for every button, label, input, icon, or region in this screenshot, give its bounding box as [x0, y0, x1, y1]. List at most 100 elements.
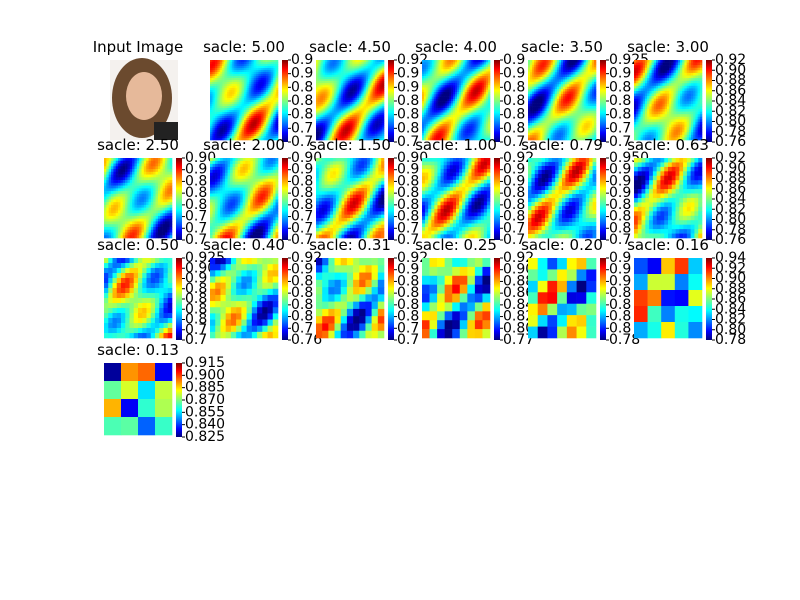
heat-cell	[351, 66, 354, 69]
heat-cell	[216, 138, 219, 141]
heat-cell	[364, 137, 367, 141]
heat-cell	[462, 92, 466, 95]
heat-cell	[333, 89, 336, 92]
heat-cell	[528, 81, 531, 85]
heat-cell	[445, 103, 448, 107]
heat-cell	[330, 102, 333, 105]
heat-cell	[560, 60, 564, 63]
heat-cell	[335, 60, 338, 63]
heat-cell	[240, 76, 243, 79]
heat-cell	[427, 94, 431, 97]
heat-cell	[369, 129, 372, 132]
heat-cell	[480, 126, 483, 129]
heat-cell	[443, 103, 446, 107]
heat-cell	[321, 83, 324, 86]
heat-cell	[221, 84, 224, 87]
heat-cell	[431, 89, 434, 93]
heat-cell	[362, 129, 365, 132]
heat-cell	[357, 127, 360, 130]
heat-cell	[348, 62, 351, 65]
heat-cell	[316, 102, 319, 105]
heat-cell	[474, 135, 477, 139]
heat-cell	[232, 80, 235, 83]
heat-cell	[371, 106, 374, 109]
heat-cell	[466, 110, 469, 113]
heat-cell	[220, 96, 223, 99]
heat-cell	[468, 128, 471, 132]
heat-cell	[223, 94, 226, 97]
heat-cell	[532, 89, 535, 92]
heat-cell	[245, 100, 248, 103]
heat-cell	[262, 130, 265, 133]
heat-cell	[321, 85, 324, 88]
heat-cell	[264, 134, 267, 137]
heat-cell	[210, 118, 212, 121]
heat-cell	[369, 95, 372, 99]
heat-cell	[316, 66, 319, 69]
heat-cell	[544, 89, 547, 92]
heat-cell	[462, 69, 466, 72]
heat-cell	[319, 121, 322, 124]
heat-cell	[255, 88, 258, 91]
heat-cell	[371, 135, 374, 139]
heat-cell	[433, 101, 436, 104]
heat-cell	[242, 84, 245, 87]
heat-cell	[462, 98, 466, 102]
heat-cell	[532, 132, 535, 136]
heat-cell	[439, 98, 442, 102]
heat-cell	[218, 82, 221, 85]
heat-cell	[324, 70, 328, 73]
heat-cell	[332, 83, 335, 86]
heat-cell	[439, 76, 442, 79]
heat-cell	[228, 134, 231, 137]
heat-cell	[211, 104, 214, 107]
heat-cell	[357, 114, 360, 118]
heat-cell	[269, 96, 272, 99]
heat-cell	[324, 106, 328, 109]
heat-cell	[232, 64, 235, 67]
heat-cell	[439, 130, 442, 134]
heat-cell	[425, 105, 429, 109]
heat-cell	[254, 78, 257, 81]
heat-cell	[317, 83, 320, 86]
heat-cell	[264, 128, 267, 131]
heat-cell	[274, 78, 277, 81]
heat-cell	[227, 72, 229, 75]
heat-cell	[341, 60, 344, 63]
heat-cell	[344, 104, 347, 107]
heat-cell	[220, 76, 223, 79]
heat-cell	[333, 121, 336, 124]
heat-cell	[565, 74, 568, 78]
heat-cell	[344, 123, 347, 126]
heat-cell	[250, 84, 253, 87]
heat-cell	[534, 89, 537, 92]
heat-cell	[237, 138, 240, 141]
heat-cell	[373, 83, 376, 86]
heat-cell	[269, 114, 272, 117]
heat-cell	[333, 74, 336, 78]
heat-cell	[250, 122, 253, 125]
heat-cell	[441, 73, 444, 77]
heat-cell	[437, 98, 440, 102]
heat-cell	[267, 132, 270, 135]
heat-cell	[433, 69, 436, 72]
heat-cell	[223, 130, 226, 133]
panel-title: sacle: 5.00	[203, 38, 285, 56]
heat-cell	[565, 132, 568, 136]
heat-cell	[342, 121, 345, 124]
heat-cell	[344, 76, 347, 80]
heat-cell	[453, 119, 456, 123]
heat-cell	[257, 90, 260, 93]
heat-cell	[534, 113, 537, 117]
heat-cell	[548, 101, 551, 104]
heat-cell	[556, 67, 560, 70]
heat-cell	[242, 102, 245, 105]
heat-cell	[254, 132, 257, 135]
heat-cell	[227, 136, 229, 139]
heat-cell	[455, 128, 458, 132]
heat-cell	[565, 60, 568, 63]
heat-cell	[235, 76, 238, 79]
heat-cell	[333, 93, 336, 97]
colorbar	[494, 60, 500, 142]
heat-cell	[250, 136, 253, 139]
